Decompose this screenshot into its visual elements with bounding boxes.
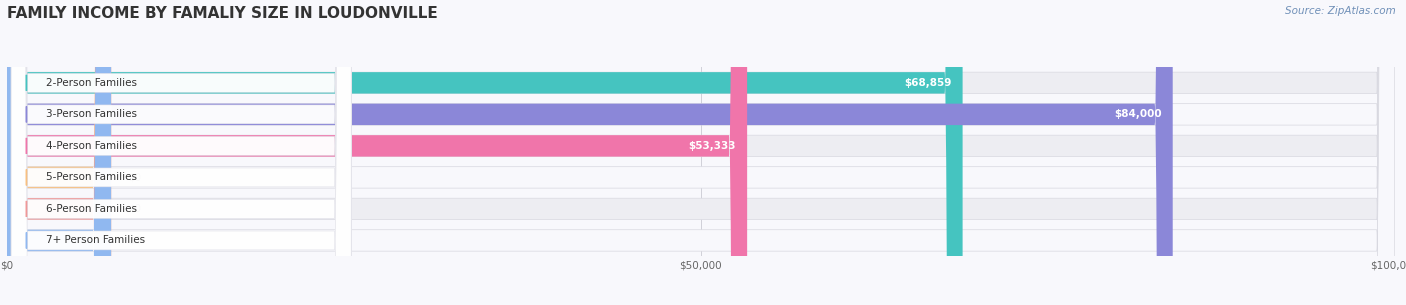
FancyBboxPatch shape [7, 0, 1395, 305]
Text: $68,859: $68,859 [904, 78, 952, 88]
Text: $53,333: $53,333 [689, 141, 737, 151]
Text: 5-Person Families: 5-Person Families [46, 172, 136, 182]
FancyBboxPatch shape [7, 0, 111, 305]
FancyBboxPatch shape [11, 0, 352, 305]
Text: $84,000: $84,000 [1114, 109, 1161, 119]
Text: $0: $0 [128, 235, 141, 246]
FancyBboxPatch shape [7, 0, 1395, 305]
Text: 6-Person Families: 6-Person Families [46, 204, 136, 214]
FancyBboxPatch shape [7, 0, 747, 305]
Text: 4-Person Families: 4-Person Families [46, 141, 136, 151]
FancyBboxPatch shape [7, 0, 1395, 305]
Text: 7+ Person Families: 7+ Person Families [46, 235, 145, 246]
FancyBboxPatch shape [7, 0, 1395, 305]
Text: 2-Person Families: 2-Person Families [46, 78, 136, 88]
FancyBboxPatch shape [7, 0, 963, 305]
FancyBboxPatch shape [7, 0, 111, 305]
FancyBboxPatch shape [11, 0, 352, 305]
Text: 3-Person Families: 3-Person Families [46, 109, 136, 119]
FancyBboxPatch shape [7, 0, 1395, 305]
Text: $0: $0 [128, 172, 141, 182]
Text: $0: $0 [128, 204, 141, 214]
FancyBboxPatch shape [7, 0, 1395, 305]
FancyBboxPatch shape [11, 0, 352, 305]
FancyBboxPatch shape [11, 0, 352, 305]
FancyBboxPatch shape [7, 0, 111, 305]
FancyBboxPatch shape [11, 0, 352, 305]
Text: Source: ZipAtlas.com: Source: ZipAtlas.com [1285, 6, 1396, 16]
FancyBboxPatch shape [11, 0, 352, 305]
Text: FAMILY INCOME BY FAMALIY SIZE IN LOUDONVILLE: FAMILY INCOME BY FAMALIY SIZE IN LOUDONV… [7, 6, 437, 21]
FancyBboxPatch shape [7, 0, 1173, 305]
